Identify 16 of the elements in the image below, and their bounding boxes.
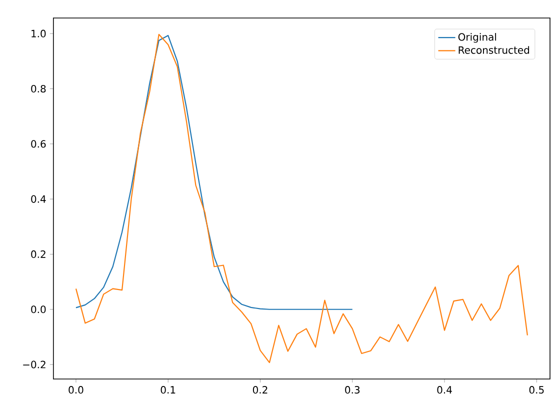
- x-tick-label: 0.2: [252, 386, 268, 394]
- y-tick-label: 0.8: [31, 84, 46, 93]
- y-tick-label: 1.0: [32, 30, 46, 38]
- y-tick-label: 0.2: [31, 250, 46, 258]
- y-tick-label: 0.0: [31, 306, 46, 314]
- x-tick-label: 0.3: [345, 386, 360, 394]
- x-tick-label: 0.4: [437, 386, 452, 394]
- x-tick-label: 0.5: [529, 386, 544, 394]
- legend-label: Reconstructed: [458, 46, 530, 54]
- line-series: [75, 34, 528, 364]
- x-tick-label: 0.1: [160, 386, 176, 394]
- legend-label: Original: [458, 33, 496, 43]
- y-tick-label: −0.2: [23, 360, 46, 368]
- x-tick-label: 0.0: [68, 386, 84, 394]
- y-tick-label: 0.4: [31, 195, 46, 203]
- y-tick-label: 0.6: [31, 140, 46, 148]
